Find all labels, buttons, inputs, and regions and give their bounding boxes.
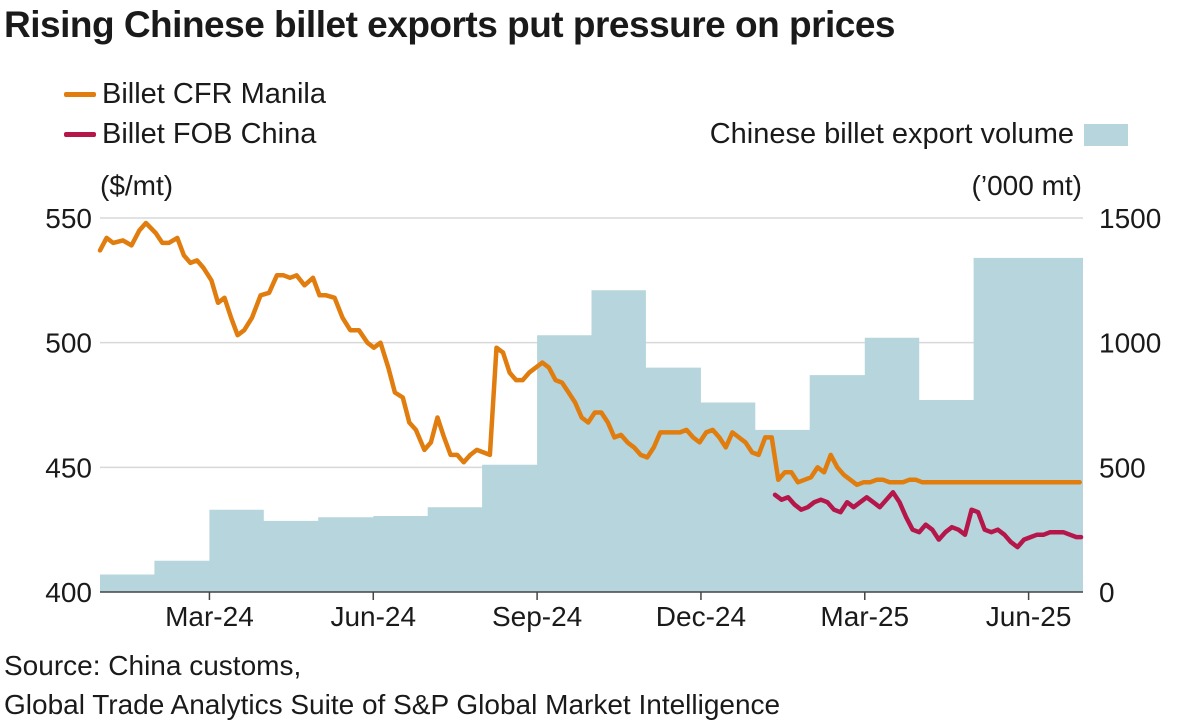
- series-export-volume-area: [100, 257, 1083, 592]
- legend-export-volume: Chinese billet export volume: [710, 118, 1128, 151]
- legend-cfr-swatch: [64, 92, 96, 97]
- legend-cfr-label: Billet CFR Manila: [102, 78, 326, 110]
- legend-fob-label: Billet FOB China: [102, 118, 317, 150]
- y-left-tick-400: 400: [45, 577, 92, 608]
- series-fob-china-line: [772, 490, 1084, 550]
- x-tick-label-Sep-24: Sep-24: [492, 601, 582, 632]
- y-left-tick-500: 500: [45, 328, 92, 359]
- x-tick-label-Jun-25: Jun-25: [986, 601, 1072, 632]
- y-right-tick-1500: 1500: [1099, 203, 1161, 234]
- source-line-2: Global Trade Analytics Suite of S&P Glob…: [4, 689, 781, 720]
- x-tick-label-Mar-24: Mar-24: [165, 601, 254, 632]
- legend-volume-label: Chinese billet export volume: [709, 118, 1074, 150]
- x-tick-label-Mar-25: Mar-25: [820, 601, 909, 632]
- legend-fob-china: Billet FOB China: [64, 118, 316, 151]
- x-tick-label-Jun-24: Jun-24: [330, 601, 416, 632]
- source-line-1: Source: China customs,: [4, 650, 302, 681]
- y-left-tick-550: 550: [45, 203, 92, 234]
- right-axis-unit: (’000 mt): [971, 170, 1082, 201]
- chart-title: Rising Chinese billet exports put pressu…: [4, 4, 896, 45]
- y-right-tick-0: 0: [1099, 577, 1115, 608]
- legend-volume-swatch: [1084, 123, 1128, 146]
- y-right-tick-500: 500: [1099, 452, 1146, 483]
- legend-fob-swatch: [64, 132, 96, 137]
- x-tick-label-Dec-24: Dec-24: [656, 601, 746, 632]
- y-right-tick-1000: 1000: [1099, 328, 1161, 359]
- y-left-tick-450: 450: [45, 452, 92, 483]
- series-cfr-manila-line: [97, 220, 1082, 488]
- left-axis-unit: ($/mt): [100, 170, 174, 201]
- legend-cfr-manila: Billet CFR Manila: [64, 78, 326, 111]
